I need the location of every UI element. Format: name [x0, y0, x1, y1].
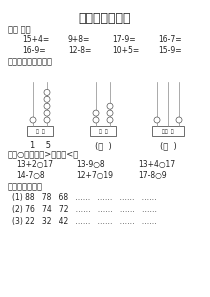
Circle shape — [93, 117, 99, 123]
Text: 十  个: 十 个 — [36, 129, 44, 133]
Text: 13+4○17: 13+4○17 — [138, 160, 175, 169]
Text: 16-9=: 16-9= — [22, 46, 46, 55]
Text: 1    5: 1 5 — [29, 141, 50, 150]
Circle shape — [154, 117, 160, 123]
FancyBboxPatch shape — [152, 126, 184, 136]
Text: 9+8=: 9+8= — [68, 35, 90, 44]
Text: 10+5=: 10+5= — [112, 46, 139, 55]
Text: (3) 22   32   42   ……   ……   ……   ……: (3) 22 32 42 …… …… …… …… — [12, 217, 157, 226]
Text: 一年级期中测试: 一年级期中测试 — [79, 12, 131, 25]
Text: 12-8=: 12-8= — [68, 46, 91, 55]
FancyBboxPatch shape — [27, 126, 53, 136]
Text: 16-7=: 16-7= — [158, 35, 182, 44]
Text: (　  ): ( ) — [95, 141, 111, 150]
Text: 12+7○19: 12+7○19 — [76, 171, 113, 180]
Circle shape — [30, 117, 36, 123]
Text: (　  ): ( ) — [160, 141, 176, 150]
Text: 三在○里填上」>「或」<「: 三在○里填上」>「或」<「 — [8, 150, 79, 159]
Text: 15-9=: 15-9= — [158, 46, 182, 55]
Text: 13-9○8: 13-9○8 — [76, 160, 105, 169]
Circle shape — [44, 103, 50, 109]
Text: 14-7○8: 14-7○8 — [16, 171, 45, 180]
Circle shape — [176, 117, 182, 123]
Text: 13+2○17: 13+2○17 — [16, 160, 53, 169]
Circle shape — [93, 110, 99, 116]
Text: 十  个: 十 个 — [99, 129, 107, 133]
Text: (1) 88   78   68   ……   ……   ……   ……: (1) 88 78 68 …… …… …… …… — [12, 193, 157, 202]
Circle shape — [107, 110, 113, 116]
Text: 17-8○9: 17-8○9 — [138, 171, 167, 180]
Text: 二、画一画，填一填: 二、画一画，填一填 — [8, 57, 53, 66]
Circle shape — [107, 117, 113, 123]
FancyBboxPatch shape — [90, 126, 116, 136]
Text: (2) 76   74   72   ……   ……   ……   ……: (2) 76 74 72 …… …… …… …… — [12, 205, 157, 214]
Text: 一、 口算: 一、 口算 — [8, 25, 31, 34]
Text: 四、按规律填空: 四、按规律填空 — [8, 182, 43, 191]
Text: 百十  个: 百十 个 — [162, 129, 174, 133]
Circle shape — [44, 110, 50, 116]
Circle shape — [107, 103, 113, 109]
Circle shape — [44, 89, 50, 95]
Text: 15+4=: 15+4= — [22, 35, 49, 44]
Text: 17-9=: 17-9= — [112, 35, 136, 44]
Circle shape — [44, 96, 50, 102]
Circle shape — [44, 117, 50, 123]
